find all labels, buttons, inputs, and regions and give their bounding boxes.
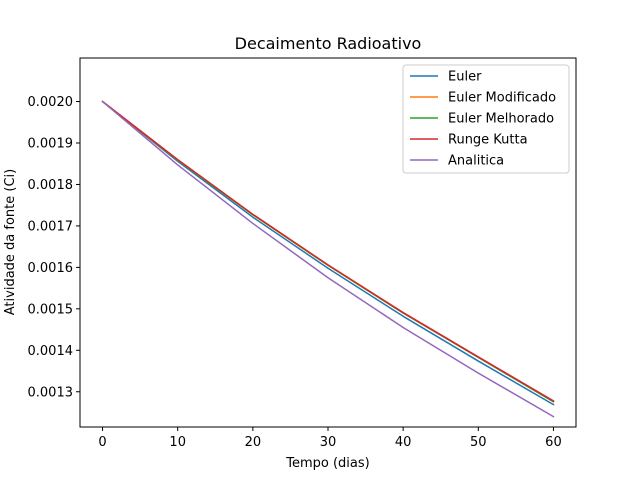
x-tick-label: 0 — [98, 435, 106, 450]
x-tick-label: 50 — [470, 435, 487, 450]
legend-label-4: Analitica — [448, 154, 504, 169]
y-tick-label: 0.0018 — [28, 178, 74, 193]
x-tick-label: 40 — [395, 435, 412, 450]
legend-label-0: Euler — [448, 70, 482, 85]
x-axis-label: Tempo (dias) — [285, 456, 369, 471]
y-tick-label: 0.0019 — [28, 136, 74, 151]
y-axis-label: Atividade da fonte (Ci) — [3, 169, 18, 315]
y-tick-label: 0.0020 — [28, 95, 74, 110]
legend: Euler Euler Modificado Euler Melhorado Rung… — [402, 64, 570, 174]
legend-label-2: Euler Melhorado — [448, 112, 554, 127]
legend-label-3: Runge Kutta — [448, 133, 528, 148]
series-layer — [101, 100, 555, 418]
x-tick-label: 60 — [545, 435, 562, 450]
x-axis-ticks: 0 10 20 30 40 50 60 — [98, 427, 562, 450]
y-tick-label: 0.0014 — [28, 344, 74, 359]
x-tick-label: 30 — [320, 435, 337, 450]
y-axis-ticks: 0.0013 0.0014 0.0015 0.0016 0.0017 0.0018 0.00… — [28, 95, 80, 400]
y-tick-label: 0.0013 — [28, 385, 74, 400]
y-tick-label: 0.0017 — [28, 219, 74, 234]
y-tick-label: 0.0016 — [28, 261, 74, 276]
x-tick-label: 20 — [245, 435, 262, 450]
series-line-0 — [101, 100, 555, 406]
series-line-3 — [101, 100, 555, 402]
x-tick-label: 10 — [169, 435, 186, 450]
chart-title: Decaimento Radioativo — [235, 34, 422, 53]
series-line-4 — [101, 100, 555, 418]
legend-box — [402, 64, 570, 174]
y-tick-label: 0.0015 — [28, 302, 74, 317]
legend-label-1: Euler Modificado — [448, 91, 556, 106]
